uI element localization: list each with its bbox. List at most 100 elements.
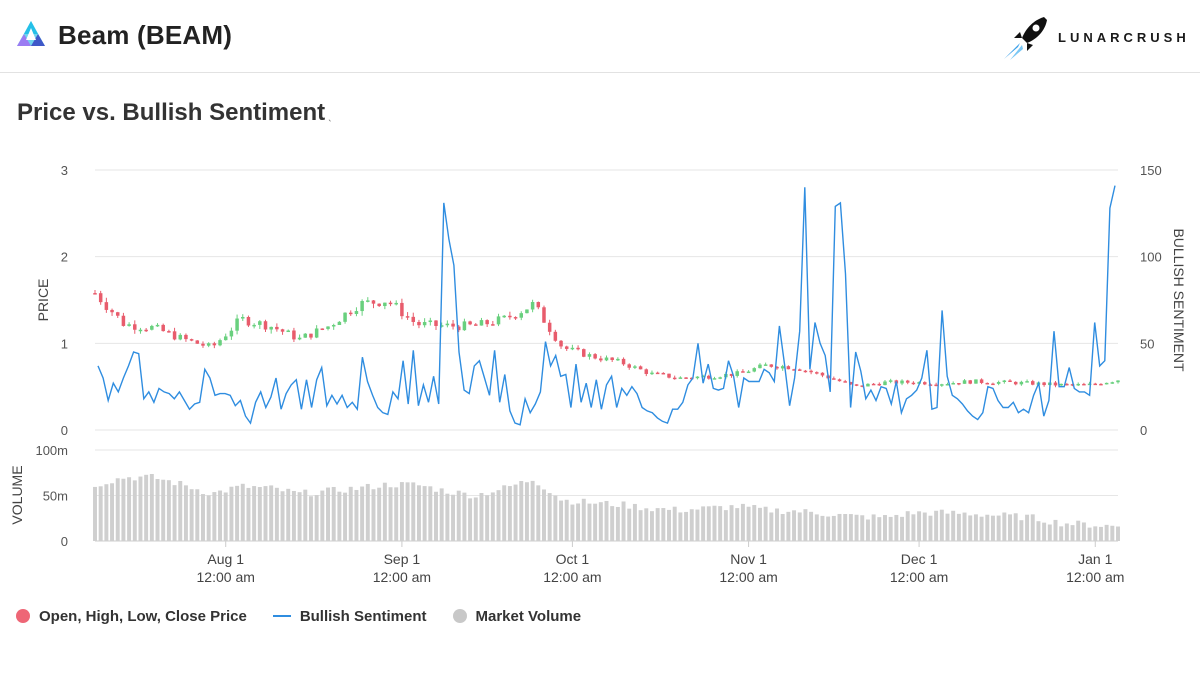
volume-bar	[326, 487, 330, 541]
volume-bar	[712, 505, 717, 541]
volume-bar	[723, 510, 728, 541]
volume-bar	[854, 514, 859, 541]
brand-name: LUNARCRUSH	[1058, 30, 1190, 45]
volume-tick-label: 0	[61, 534, 68, 549]
volume-bar	[382, 482, 387, 541]
volume-bar	[524, 482, 529, 541]
candle-body	[604, 357, 609, 361]
volume-bar	[638, 510, 643, 541]
candle-body	[951, 383, 955, 385]
volume-bar	[598, 502, 603, 541]
volume-bar	[888, 516, 893, 541]
volume-bar	[951, 510, 956, 541]
candle-body	[1110, 382, 1115, 384]
volume-bar	[1076, 520, 1081, 541]
volume-bar	[644, 508, 649, 541]
candle-body	[593, 354, 597, 359]
volume-bar	[542, 489, 546, 541]
volume-bar	[695, 509, 700, 541]
volume-bar	[877, 517, 882, 541]
volume-bar	[559, 500, 564, 541]
candle-body	[468, 321, 472, 325]
volume-bar	[269, 485, 274, 541]
candle-body	[576, 347, 580, 350]
candle-body	[502, 315, 506, 318]
volume-bar	[451, 494, 456, 541]
x-tick-time: 12:00 am	[197, 569, 255, 585]
candle-body	[366, 300, 370, 302]
candle-body	[582, 349, 586, 357]
volume-bar	[672, 506, 677, 541]
candle-body	[957, 383, 961, 385]
volume-bar	[536, 485, 541, 541]
volume-bar	[962, 512, 967, 541]
candle-body	[803, 370, 808, 373]
candle-body	[638, 366, 643, 370]
volume-bar	[990, 515, 995, 541]
candle-body	[672, 377, 677, 380]
volume-bar	[223, 492, 228, 541]
legend-ohlc-swatch	[16, 609, 30, 623]
candle-body	[138, 329, 143, 332]
candle-body	[383, 302, 387, 307]
volume-bar	[655, 508, 660, 541]
candle-body	[422, 322, 427, 326]
x-tick-time: 12:00 am	[373, 569, 431, 585]
candle-body	[1030, 381, 1035, 385]
volume-bar	[513, 484, 518, 541]
candle-body	[1093, 383, 1098, 386]
volume-bar	[93, 486, 97, 541]
candle-body	[434, 320, 438, 326]
volume-bar	[297, 492, 302, 541]
price-tick-label: 2	[61, 250, 68, 265]
candle-body	[150, 325, 154, 330]
candle-body	[530, 302, 535, 310]
candle-body	[428, 320, 433, 323]
volume-bar	[434, 491, 438, 541]
candle-body	[923, 382, 927, 385]
candle-body	[1019, 381, 1024, 385]
volume-bar	[218, 490, 223, 541]
legend-volume-swatch	[452, 609, 467, 623]
candle-body	[491, 324, 495, 326]
candle-body	[1082, 383, 1086, 386]
legend-item-sentiment[interactable]: Bullish Sentiment	[272, 607, 427, 625]
volume-bar	[684, 511, 689, 541]
candle-body	[996, 381, 1001, 384]
candle-body	[888, 380, 893, 382]
candle-body	[985, 382, 990, 385]
candle-body	[456, 326, 461, 331]
volume-bar	[809, 511, 814, 541]
candle-body	[832, 378, 836, 380]
volume-bar	[718, 506, 723, 541]
candle-body	[707, 375, 711, 379]
candle-body	[292, 330, 296, 340]
candle-body	[331, 325, 336, 327]
volume-bar	[416, 485, 421, 541]
candle-body	[655, 372, 660, 375]
volume-bar	[1025, 514, 1030, 541]
candle-body	[940, 384, 944, 386]
legend-item-volume[interactable]: Market Volume	[452, 608, 581, 625]
candle-body	[496, 316, 501, 325]
candle-body	[547, 322, 552, 332]
volume-bar	[371, 489, 376, 541]
candle-body	[820, 372, 825, 376]
volume-bar	[939, 509, 944, 541]
legend-item-ohlc[interactable]: Open, High, Low, Close Price	[16, 608, 247, 625]
volume-bar	[280, 491, 285, 541]
volume-bar	[803, 509, 808, 541]
legend-sentiment-label: Bullish Sentiment	[299, 607, 427, 625]
volume-bar	[900, 516, 905, 541]
volume-bar	[439, 488, 444, 541]
candle-body	[411, 316, 416, 322]
candle-body	[1116, 380, 1120, 383]
volume-bar	[257, 487, 262, 541]
volume-bar	[917, 511, 922, 541]
candle-body	[860, 385, 865, 387]
volume-bar	[775, 508, 779, 541]
candle-body	[184, 334, 188, 340]
rocket-icon	[1004, 17, 1047, 60]
candle-body	[559, 340, 563, 347]
candle-body	[701, 375, 705, 378]
